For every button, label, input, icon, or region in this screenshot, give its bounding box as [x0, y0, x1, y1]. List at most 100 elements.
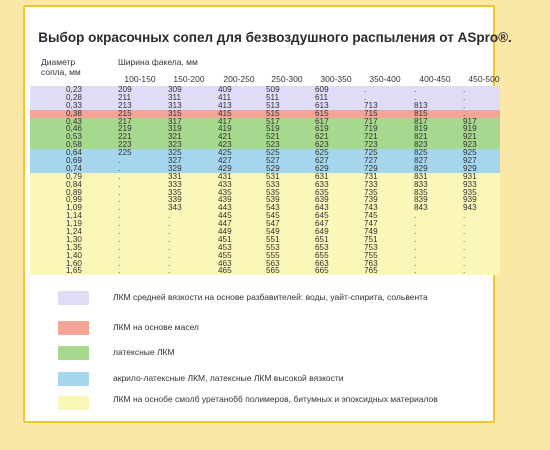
nozzle-code: 739 [364, 195, 378, 205]
nozzle-code: 215 [118, 108, 132, 118]
table-row: 0,43 217 317 417 517 617 717 817 917 [30, 116, 500, 126]
nozzle-code: 335 [168, 187, 182, 197]
nozzle-code: 527 [266, 156, 280, 166]
nozzle-code: 539 [266, 195, 280, 205]
table-row: 0,23 209 309 409 509 609... [30, 85, 500, 94]
nozzle-code: . [463, 92, 466, 102]
nozzle-code: 717 [364, 116, 378, 126]
nozzle-code: 225 [118, 148, 132, 158]
nozzle-code: 513 [266, 100, 280, 110]
nozzle-code: 339 [168, 195, 182, 205]
nozzle-code: 645 [315, 211, 329, 221]
nozzle-code: . [414, 92, 417, 102]
nozzle-diameter: 0,46 [66, 124, 82, 134]
nozzle-code: 311 [168, 92, 182, 102]
nozzle-code: . [168, 211, 171, 221]
nozzle-code: 509 [266, 85, 280, 94]
nozzle-code: 827 [414, 156, 428, 166]
nozzle-code: . [463, 100, 466, 110]
nozzle-code: 821 [414, 132, 428, 142]
nozzle-code: 411 [218, 92, 232, 102]
nozzle-code: 623 [315, 140, 329, 150]
nozzle-code: 753 [364, 242, 378, 252]
nozzle-code: 343 [168, 203, 182, 213]
nozzle-code: 843 [414, 203, 428, 213]
table-row: 0,84. 333 433 533 633 733 833 933 [30, 179, 500, 189]
nozzle-code: . [414, 227, 417, 237]
nozzle-diameter: 0,38 [66, 108, 82, 118]
nozzle-code: 431 [218, 171, 232, 181]
nozzle-code: . [118, 242, 121, 252]
nozzle-code: 815 [414, 108, 428, 118]
nozzle-code: 939 [463, 195, 477, 205]
column-headers: 100-150 150-200 200-250 250-300 300-350 350-4… [100, 74, 500, 86]
nozzle-code: . [414, 258, 417, 268]
table-row: 0,58 223 323 423 523 623 723 823 923 [30, 140, 500, 150]
nozzle-code: 651 [315, 234, 329, 244]
nozzle-code: 325 [168, 148, 182, 158]
nozzle-code: 613 [315, 100, 329, 110]
nozzle-code: 319 [168, 124, 182, 134]
nozzle-code: 625 [315, 148, 329, 158]
nozzle-code: 511 [266, 92, 280, 102]
nozzle-code: 917 [463, 116, 477, 126]
nozzle-code: 723 [364, 140, 378, 150]
nozzle-diameter: 1,65 [66, 266, 82, 276]
nozzle-code: 627 [315, 156, 329, 166]
nozzle-code: 545 [266, 211, 280, 221]
nozzle-code: 765 [364, 266, 378, 276]
nozzle-code: . [118, 179, 121, 189]
nozzle-diameter: 0,43 [66, 116, 82, 126]
nozzle-code: 449 [218, 227, 232, 237]
nozzle-code: 531 [266, 171, 280, 181]
nozzle-code: 209 [118, 85, 132, 94]
nozzle-code: . [118, 187, 121, 197]
nozzle-code: . [118, 227, 121, 237]
nozzle-code: 329 [168, 163, 182, 173]
nozzle-code: . [414, 234, 417, 244]
column-header: 400-450 [419, 74, 451, 84]
diameter-header: Диаметр сопла, мм [41, 57, 81, 77]
nozzle-diameter: 1,35 [66, 242, 82, 252]
nozzle-diameter: 0,64 [66, 148, 82, 158]
table-row: 0,69. 327 427 527 627 727 827 927 [30, 156, 500, 166]
nozzle-code: 415 [218, 108, 232, 118]
nozzle-table: 0,23 209 309 409 509 609... 0,28 211 311 411 511 61… [30, 85, 500, 276]
nozzle-code: . [463, 227, 466, 237]
column-header: 150-200 [173, 74, 205, 84]
nozzle-code: 223 [118, 140, 132, 150]
nozzle-code: 523 [266, 140, 280, 150]
nozzle-code: . [168, 250, 171, 260]
nozzle-code: 529 [266, 163, 280, 173]
nozzle-code: 221 [118, 132, 132, 142]
nozzle-code: 615 [315, 108, 329, 118]
nozzle-code: 521 [266, 132, 280, 142]
legend-label: ЛКМ средней вязкости на основе разбавите… [113, 292, 428, 302]
nozzle-code: 921 [463, 132, 477, 142]
nozzle-code: . [118, 250, 121, 260]
nozzle-diameter: 1,09 [66, 203, 82, 213]
nozzle-code: 533 [266, 179, 280, 189]
legend-swatch [58, 372, 89, 386]
width-header: Ширина факела, мм [118, 57, 198, 67]
legend-swatch [58, 291, 89, 305]
table-row: 1,30.. 451 551 651 751.. [30, 234, 500, 244]
nozzle-code: 417 [218, 116, 232, 126]
column-header: 300-350 [320, 74, 352, 84]
nozzle-code: . [118, 195, 121, 205]
nozzle-code: 745 [364, 211, 378, 221]
nozzle-code: . [463, 85, 466, 94]
nozzle-code: 629 [315, 163, 329, 173]
nozzle-code: 743 [364, 203, 378, 213]
nozzle-code: 611 [315, 92, 329, 102]
nozzle-code: 639 [315, 195, 329, 205]
nozzle-code: . [414, 211, 417, 221]
nozzle-code: 423 [218, 140, 232, 150]
nozzle-code: 839 [414, 195, 428, 205]
nozzle-code: . [463, 250, 466, 260]
nozzle-code: 519 [266, 124, 280, 134]
nozzle-diameter: 1,14 [66, 211, 82, 221]
nozzle-code: 425 [218, 148, 232, 158]
nozzle-code: . [168, 242, 171, 252]
nozzle-code: 455 [218, 250, 232, 260]
